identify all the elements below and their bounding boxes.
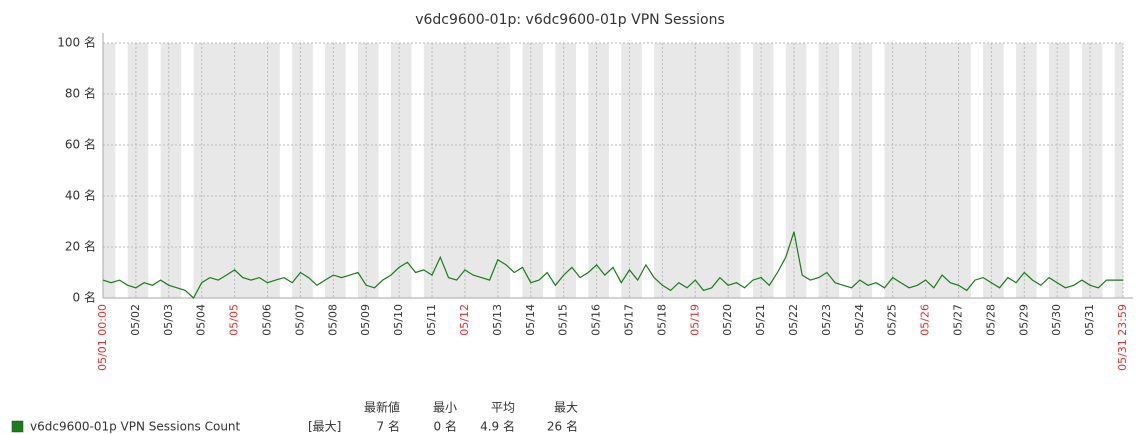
- x-tick-label: 05/09: [359, 304, 372, 336]
- nonworking-band: [621, 43, 642, 298]
- chart-title: v6dc9600-01p: v6dc9600-01p VPN Sessions: [415, 12, 725, 28]
- y-tick-label: 100 名: [57, 35, 96, 50]
- x-tick-label: 05/14: [524, 304, 537, 336]
- x-tick-label: 05/31: [1083, 304, 1096, 336]
- nonworking-band: [752, 43, 774, 298]
- x-tick-label: 05/28: [984, 304, 997, 336]
- nonworking-band: [292, 43, 313, 298]
- x-tick-label: 05/17: [622, 304, 635, 336]
- nonworking-band: [193, 43, 280, 298]
- x-tick-label: 05/05: [228, 304, 241, 336]
- x-tick-label: 05/04: [195, 304, 208, 336]
- legend-value: 0 名: [434, 419, 457, 434]
- legend-value: 26 名: [547, 419, 578, 434]
- x-tick-label: 05/19: [688, 304, 701, 336]
- y-tick-label: 0 名: [73, 290, 96, 305]
- nonworking-band: [160, 43, 182, 298]
- x-tick-label: 05/11: [425, 304, 438, 336]
- x-tick-label: 05/16: [590, 304, 603, 336]
- legend-swatch: [11, 420, 24, 433]
- x-tick-label: 05/10: [392, 304, 405, 336]
- x-tick-label: 05/02: [129, 304, 142, 336]
- x-tick-label: 05/27: [952, 304, 965, 336]
- nonworking-band: [1081, 43, 1103, 298]
- nonworking-band: [103, 43, 116, 298]
- x-tick-label: 05/26: [919, 304, 932, 336]
- legend-header: 最大: [554, 401, 578, 415]
- legend-header: 最小: [433, 401, 457, 415]
- nonworking-band: [983, 43, 1004, 298]
- nonworking-band: [358, 43, 379, 298]
- nonworking-band: [390, 43, 412, 298]
- x-tick-label: 05/30: [1050, 304, 1063, 336]
- y-tick-label: 60 名: [65, 137, 96, 152]
- x-tick-label: 05/13: [491, 304, 504, 336]
- nonworking-band: [1048, 43, 1070, 298]
- nonworking-band: [522, 43, 544, 298]
- x-tick-label: 05/15: [557, 304, 570, 336]
- nonworking-band: [1114, 43, 1123, 298]
- x-tick-label: 05/18: [655, 304, 668, 336]
- y-tick-label: 40 名: [65, 188, 96, 203]
- legend-label: v6dc9600-01p VPN Sessions Count: [30, 420, 241, 434]
- nonworking-band: [588, 43, 609, 298]
- x-tick-label: 05/25: [886, 304, 899, 336]
- x-tick-label: 05/20: [721, 304, 734, 336]
- x-tick-label: 05/01 00:00: [96, 304, 109, 371]
- nonworking-band: [654, 43, 741, 298]
- x-tick-label: 05/08: [326, 304, 339, 336]
- legend-value: 4.9 名: [480, 419, 515, 434]
- legend-function: [最大]: [308, 420, 341, 434]
- x-tick-label: 05/21: [754, 304, 767, 336]
- nonworking-band: [785, 43, 807, 298]
- nonworking-band: [1016, 43, 1037, 298]
- x-tick-label: 05/07: [293, 304, 306, 336]
- nonworking-band: [325, 43, 346, 298]
- x-tick-label: 05/12: [458, 304, 471, 336]
- nonworking-band: [884, 43, 971, 298]
- nonworking-band: [555, 43, 576, 298]
- legend-header: 最新値: [364, 400, 400, 415]
- x-tick-label: 05/23: [820, 304, 833, 336]
- series-line: [102, 231, 1123, 299]
- legend-header: 平均: [491, 401, 515, 415]
- y-tick-label: 80 名: [65, 86, 96, 101]
- x-tick-label: 05/22: [787, 304, 800, 336]
- nonworking-band: [423, 43, 511, 298]
- x-tick-label: 05/29: [1017, 304, 1030, 336]
- x-tick-label: 05/03: [162, 304, 175, 336]
- x-tick-label: 05/06: [261, 304, 274, 336]
- nonworking-band: [818, 43, 840, 298]
- legend-value: 7 名: [377, 419, 400, 434]
- x-tick-label: 05/31 23:59: [1116, 304, 1129, 371]
- y-tick-label: 20 名: [65, 239, 96, 254]
- nonworking-band: [851, 43, 873, 298]
- x-tick-label: 05/24: [853, 304, 866, 336]
- nonworking-band: [127, 43, 149, 298]
